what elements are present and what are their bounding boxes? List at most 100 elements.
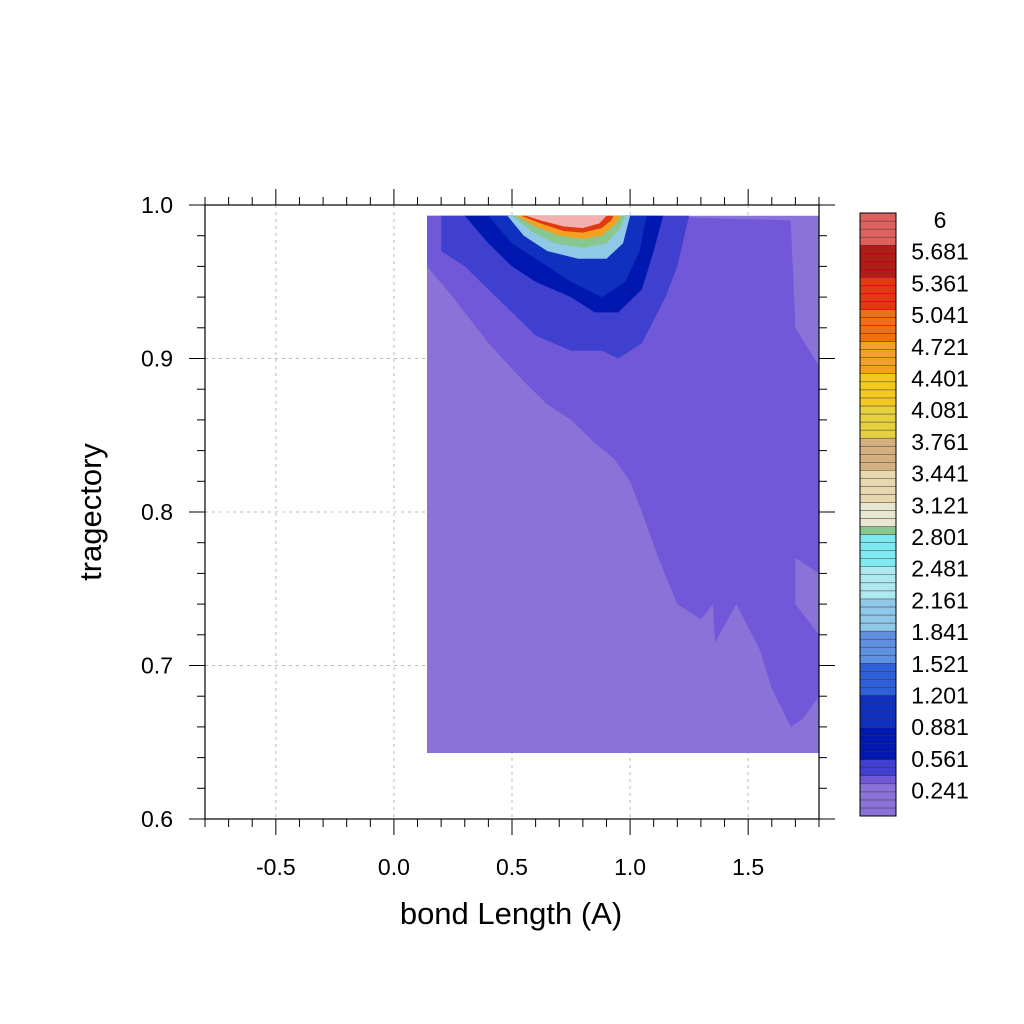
colorbar-band [859,646,897,656]
colorbar-band [859,357,897,366]
colorbar-band [859,735,897,744]
y-tick-label: 0.8 [141,499,173,525]
x-tick-label: 1.0 [614,854,646,880]
colorbar-band [859,421,897,431]
contour-region-9 [526,215,607,228]
colorbar-band [859,679,897,688]
colorbar-label: 0.241 [911,778,969,804]
colorbar-label: 2.161 [911,587,969,613]
colorbar-band [859,711,897,720]
colorbar-band [859,759,897,768]
colorbar-band [859,470,897,479]
colorbar-band [859,566,897,576]
colorbar-band [859,212,897,222]
colorbar-label: 5.681 [911,239,969,265]
colorbar-band [859,799,897,809]
colorbar-band [859,413,897,423]
colorbar-band [859,261,897,270]
colorbar-band [859,598,897,608]
colorbar-label: 5.041 [911,302,969,328]
colorbar-band [859,301,897,310]
colorbar-band [859,285,897,294]
colorbar-label: 2.481 [911,556,969,582]
colorbar-label: 4.721 [911,334,969,360]
colorbar-band [859,220,897,230]
colorbar-band [859,783,897,793]
colorbar-label: 0.561 [911,746,969,772]
colorbar-band [859,277,897,286]
colorbar-band [859,381,897,391]
colorbar-band [859,590,897,600]
colorbar-band [859,365,897,375]
colorbar-label: 3.441 [911,461,969,487]
colorbar-band [859,478,897,487]
colorbar-label: 5.361 [911,270,969,296]
colorbar-label: 3.761 [911,429,969,455]
y-tick-label: 1.0 [141,192,173,218]
colorbar-band [859,293,897,302]
colorbar-label: 1.841 [911,619,969,645]
colorbar-band [859,582,897,592]
colorbar-band [859,791,897,801]
colorbar-band [859,727,897,736]
colorbar-band [859,269,897,278]
colorbar-band [859,606,897,616]
colorbar-border [859,212,897,817]
colorbar-band [859,638,897,648]
colorbar-band [859,767,897,777]
x-tick-label: 0.5 [496,854,528,880]
colorbar-band [859,429,897,439]
colorbar-band [859,655,897,664]
colorbar-label: 3.121 [911,492,969,518]
colorbar-band [859,462,897,471]
colorbar-band [859,614,897,624]
colorbar-label: 6 [934,207,947,233]
colorbar-label: 4.081 [911,397,969,423]
colorbar-band [859,751,897,760]
colorbar-band [859,486,897,495]
colorbar-band [859,743,897,752]
y-tick-label: 0.9 [141,346,173,372]
colorbar-band [859,405,897,415]
colorbar-band [859,534,897,543]
colorbar-band [859,502,897,511]
colorbar-band [859,236,897,246]
colorbar-band [859,775,897,785]
colorbar-band [859,494,897,503]
colorbar-band [859,558,897,567]
colorbar-label: 2.801 [911,524,969,550]
x-tick-label: 0.0 [378,854,410,880]
colorbar-band [859,663,897,672]
colorbar-band [859,349,897,358]
colorbar-label: 4.401 [911,366,969,392]
colorbar-band [859,228,897,238]
colorbar-band [859,333,897,342]
colorbar-band [859,807,897,817]
colorbar: 6 5.681 5.361 5.041 4.721 4.401 4.081 3.761 3.44… [859,207,969,817]
colorbar-band [859,542,897,551]
colorbar-band [859,574,897,584]
colorbar-band [859,550,897,559]
colorbar-band [859,630,897,640]
colorbar-band [859,437,897,447]
colorbar-label: 0.881 [911,714,969,740]
colorbar-band [859,341,897,350]
colorbar-band [859,373,897,383]
colorbar-label: 1.521 [911,651,969,677]
colorbar-band [859,317,897,326]
colorbar-band [859,309,897,318]
x-tick-label: -0.5 [256,854,296,880]
colorbar-band [859,252,897,262]
colorbar-band [859,687,897,696]
x-tick-label: 1.5 [732,854,764,880]
y-tick-label: 0.7 [141,653,173,679]
colorbar-band [859,518,897,527]
colorbar-band [859,526,897,535]
contour-region-1 [427,215,819,727]
contour-regions [427,215,819,753]
x-axis-label: bond Length (A) [400,896,622,931]
colorbar-band [859,325,897,334]
colorbar-band [859,445,897,455]
y-axis-label: tragectory [73,443,108,581]
